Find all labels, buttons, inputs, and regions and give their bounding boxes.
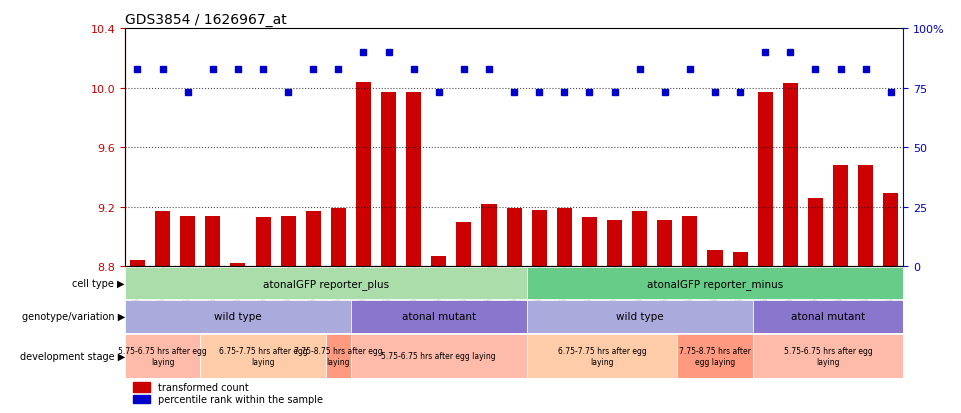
Bar — [351, 334, 527, 377]
Bar — [256, 218, 271, 267]
Bar — [125, 334, 200, 377]
Bar — [125, 301, 351, 333]
Text: atonal mutant: atonal mutant — [402, 312, 476, 322]
Text: 6.75-7.75 hrs after egg
laying: 6.75-7.75 hrs after egg laying — [219, 347, 308, 366]
Bar — [883, 194, 899, 267]
Bar — [752, 301, 903, 333]
Text: 5.75-6.75 hrs after egg
laying: 5.75-6.75 hrs after egg laying — [783, 347, 873, 366]
Bar — [783, 84, 798, 267]
Bar — [133, 382, 150, 392]
Bar — [707, 250, 723, 267]
Bar — [527, 334, 678, 377]
Bar — [632, 212, 647, 267]
Bar — [431, 256, 446, 267]
Bar — [206, 216, 220, 267]
Text: 7.75-8.75 hrs after egg
laying: 7.75-8.75 hrs after egg laying — [294, 347, 382, 366]
Bar — [281, 216, 296, 267]
Bar — [382, 93, 396, 267]
Bar — [356, 83, 371, 267]
Bar — [456, 222, 472, 267]
Bar — [331, 209, 346, 267]
Text: 5.75-6.75 hrs after egg laying: 5.75-6.75 hrs after egg laying — [382, 351, 496, 361]
Bar — [130, 261, 145, 267]
Text: transformed count: transformed count — [158, 382, 248, 392]
Text: wild type: wild type — [214, 312, 261, 322]
Text: GDS3854 / 1626967_at: GDS3854 / 1626967_at — [125, 12, 286, 26]
Bar — [808, 198, 823, 267]
Bar — [306, 212, 321, 267]
Bar — [133, 395, 150, 403]
Bar — [326, 334, 351, 377]
Bar — [481, 204, 497, 267]
Bar — [657, 221, 673, 267]
Text: 5.75-6.75 hrs after egg
laying: 5.75-6.75 hrs after egg laying — [118, 347, 207, 366]
Bar — [678, 334, 752, 377]
Bar — [155, 212, 170, 267]
Text: cell type ▶: cell type ▶ — [72, 278, 125, 288]
Bar — [732, 252, 748, 267]
Text: wild type: wild type — [616, 312, 663, 322]
Bar — [556, 209, 572, 267]
Bar — [506, 209, 522, 267]
Bar — [607, 221, 622, 267]
Text: atonal mutant: atonal mutant — [791, 312, 865, 322]
Bar — [757, 93, 773, 267]
Bar — [531, 210, 547, 267]
Bar — [858, 166, 874, 267]
Bar — [833, 166, 849, 267]
Text: 6.75-7.75 hrs after egg
laying: 6.75-7.75 hrs after egg laying — [557, 347, 647, 366]
Bar — [682, 216, 698, 267]
Text: atonalGFP reporter_plus: atonalGFP reporter_plus — [262, 278, 389, 289]
Bar — [407, 93, 421, 267]
Bar — [231, 264, 245, 267]
Text: atonalGFP reporter_minus: atonalGFP reporter_minus — [647, 278, 783, 289]
Bar — [527, 268, 903, 299]
Text: 7.75-8.75 hrs after
egg laying: 7.75-8.75 hrs after egg laying — [679, 347, 751, 366]
Bar — [180, 216, 195, 267]
Bar — [527, 301, 752, 333]
Bar — [582, 218, 597, 267]
Bar — [200, 334, 326, 377]
Bar — [125, 268, 527, 299]
Bar — [351, 301, 527, 333]
Bar — [752, 334, 903, 377]
Text: development stage ▶: development stage ▶ — [19, 351, 125, 361]
Text: percentile rank within the sample: percentile rank within the sample — [158, 394, 323, 404]
Text: genotype/variation ▶: genotype/variation ▶ — [22, 312, 125, 322]
